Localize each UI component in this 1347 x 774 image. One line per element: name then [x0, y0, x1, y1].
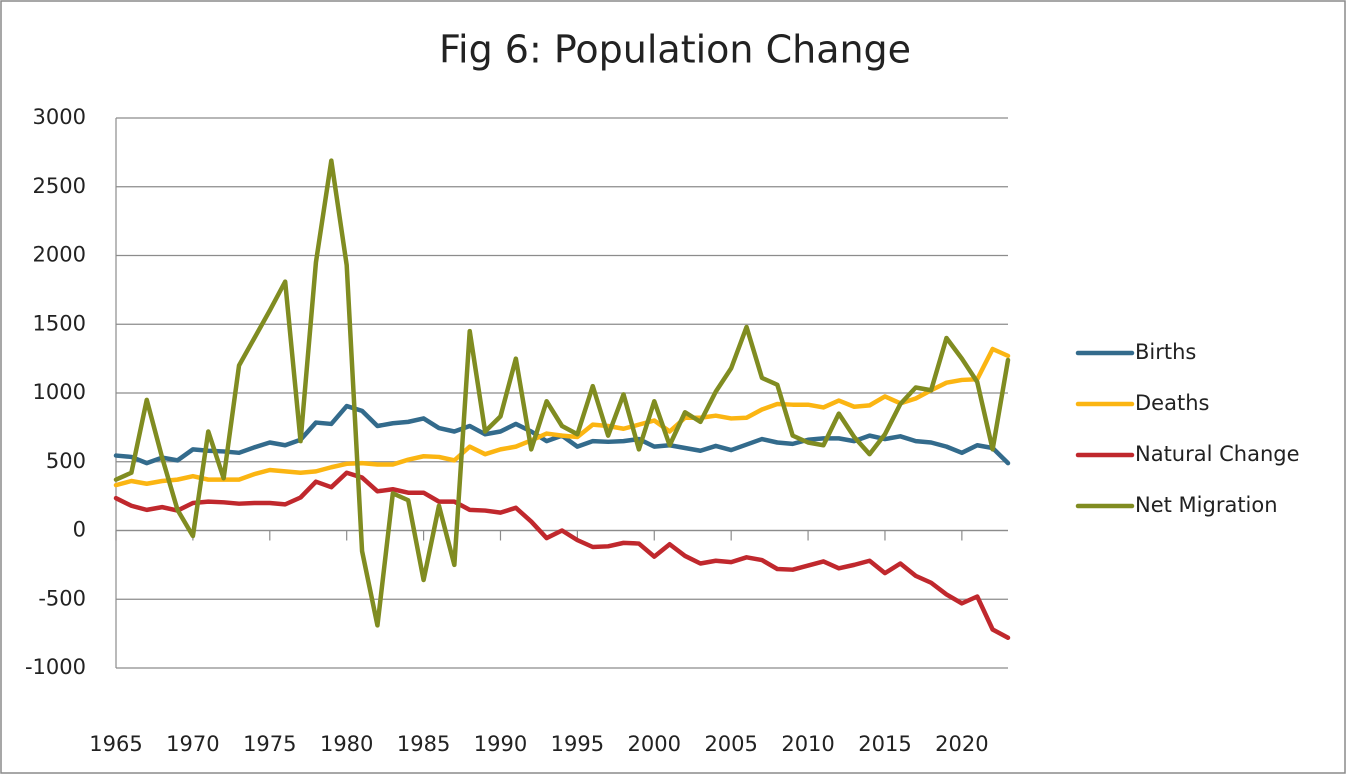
y-tick-label: 2500 [33, 174, 86, 198]
y-tick-label: -500 [38, 586, 86, 610]
x-tick-label: 2020 [935, 732, 988, 756]
x-tick-label: 2015 [858, 732, 911, 756]
chart-title: Fig 6: Population Change [439, 28, 911, 72]
x-tick-label: 1980 [320, 732, 373, 756]
x-tick-label: 1965 [89, 732, 142, 756]
x-tick-label: 1970 [166, 732, 219, 756]
legend-label: Deaths [1135, 391, 1209, 415]
x-tick-label: 1975 [243, 732, 296, 756]
x-tick-label: 1985 [397, 732, 450, 756]
y-tick-label: 1500 [33, 311, 86, 335]
series-line [113, 470, 1011, 640]
x-tick-label: 2010 [781, 732, 834, 756]
legend-label: Net Migration [1135, 493, 1278, 517]
y-tick-label: -1000 [25, 655, 86, 679]
x-tick-label: 2005 [704, 732, 757, 756]
y-tick-label: 2000 [33, 243, 86, 267]
y-tick-label: 1000 [33, 380, 86, 404]
y-tick-label: 500 [46, 449, 86, 473]
series-line [113, 158, 1011, 628]
legend-label: Births [1135, 340, 1196, 364]
x-tick-label: 2000 [628, 732, 681, 756]
x-tick-label: 1995 [551, 732, 604, 756]
series-line [113, 346, 1011, 488]
legend-label: Natural Change [1135, 442, 1300, 466]
x-tick-label: 1990 [474, 732, 527, 756]
y-tick-label: 3000 [33, 105, 86, 129]
y-tick-label: 0 [73, 518, 86, 542]
